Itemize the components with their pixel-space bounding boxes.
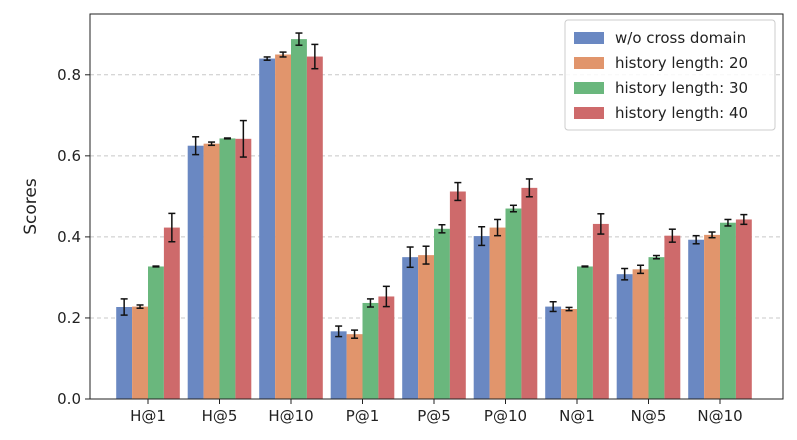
x-tick-label: H@5	[202, 407, 238, 425]
bar	[664, 235, 681, 399]
bar	[418, 255, 434, 399]
x-tick-label: N@1	[559, 407, 595, 425]
legend-swatch	[574, 107, 604, 119]
bar	[132, 306, 148, 399]
bar	[449, 191, 466, 399]
bar	[187, 145, 204, 399]
bar	[473, 236, 490, 399]
legend-swatch	[574, 82, 604, 94]
x-tick-label: P@10	[484, 407, 527, 425]
x-axis: H@1 H@5 H@10 P@1 P@5 P@10 N@1 N@5 N@10	[130, 399, 743, 425]
bar	[577, 266, 593, 399]
bar	[259, 58, 276, 399]
y-tick-label: 0.4	[57, 228, 81, 246]
x-tick-label: N@10	[697, 407, 742, 425]
x-tick-label: P@5	[417, 407, 451, 425]
bar	[275, 54, 291, 400]
legend-swatch	[574, 57, 604, 69]
y-tick-label: 0.0	[57, 390, 81, 408]
bar	[235, 138, 252, 400]
bar	[735, 219, 752, 399]
legend-label: history length: 20	[615, 54, 748, 72]
x-tick-label: H@1	[130, 407, 166, 425]
bar	[648, 257, 665, 399]
legend: w/o cross domain history length: 20 histor…	[564, 19, 776, 131]
bar	[704, 234, 720, 399]
x-tick-label: N@5	[631, 407, 667, 425]
bar	[521, 187, 538, 399]
legend-swatch	[574, 32, 604, 44]
error-bars	[120, 32, 748, 339]
bar	[545, 306, 562, 399]
bar	[306, 56, 323, 399]
x-tick-label: H@10	[268, 407, 313, 425]
legend-label: w/o cross domain	[615, 29, 746, 47]
bar	[291, 39, 307, 400]
y-axis: 0.0 0.2 0.4 0.6 0.8	[57, 66, 90, 408]
bar	[148, 266, 164, 399]
bar	[434, 228, 450, 399]
legend-box	[564, 19, 776, 131]
bar	[688, 239, 705, 399]
plot-frame	[89, 13, 784, 400]
y-tick-label: 0.6	[57, 147, 81, 165]
y-tick-label: 0.2	[57, 309, 81, 327]
bars	[116, 39, 752, 400]
y-tick-label: 0.8	[57, 66, 81, 84]
bar	[163, 227, 180, 399]
bar	[720, 222, 736, 399]
legend-label: history length: 40	[615, 104, 748, 122]
bar	[330, 331, 347, 399]
bar	[505, 208, 522, 399]
bar	[561, 309, 577, 399]
bar	[346, 334, 363, 399]
bar	[402, 257, 419, 399]
bar	[203, 143, 220, 399]
bar	[592, 223, 609, 399]
legend-label: history length: 30	[615, 79, 748, 97]
bar	[632, 269, 649, 399]
bar	[616, 274, 633, 399]
y-axis-label: Scores	[21, 178, 41, 235]
bar	[489, 227, 506, 399]
bar	[362, 302, 379, 399]
bar	[116, 307, 133, 399]
bar	[378, 296, 395, 399]
bar	[219, 138, 236, 400]
x-tick-label: P@1	[346, 407, 380, 425]
